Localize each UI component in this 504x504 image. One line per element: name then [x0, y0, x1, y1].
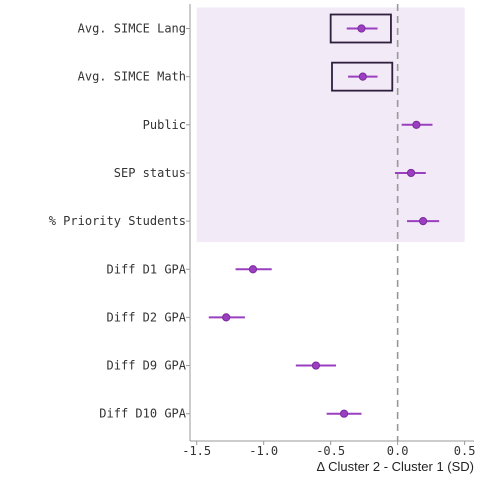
- y-tick-label: SEP status: [114, 166, 186, 180]
- estimate-point: [311, 361, 321, 370]
- y-tick-label: Diff D10 GPA: [99, 407, 186, 421]
- x-axis-title: Δ Cluster 2 - Cluster 1 (SD): [317, 459, 475, 474]
- estimate-point: [248, 265, 258, 274]
- highlight-box: [329, 13, 392, 44]
- x-tick-label: 0.5: [454, 444, 476, 458]
- y-tick-label: Public: [143, 118, 186, 132]
- estimate-point: [357, 24, 366, 33]
- y-tick-label: Avg. SIMCE Lang: [78, 22, 186, 36]
- x-tick-label: 0.0: [387, 444, 409, 458]
- y-tick-label: Diff D9 GPA: [107, 359, 187, 373]
- y-tick-label: Diff D2 GPA: [107, 310, 187, 324]
- estimate-point: [358, 72, 367, 81]
- y-tick-label: % Priority Students: [49, 214, 186, 228]
- estimate-point: [222, 313, 231, 322]
- estimate-point: [339, 409, 349, 418]
- estimate-point: [412, 120, 421, 129]
- y-tick-label: Avg. SIMCE Math: [78, 70, 186, 84]
- estimate-point: [418, 217, 428, 226]
- highlight-box: [331, 61, 394, 92]
- y-tick-label: Diff D1 GPA: [107, 262, 187, 276]
- estimate-point: [406, 168, 416, 178]
- x-tick-label: -0.5: [316, 444, 345, 458]
- x-tick-label: -1.0: [249, 444, 278, 458]
- x-tick-label: -1.5: [182, 444, 211, 458]
